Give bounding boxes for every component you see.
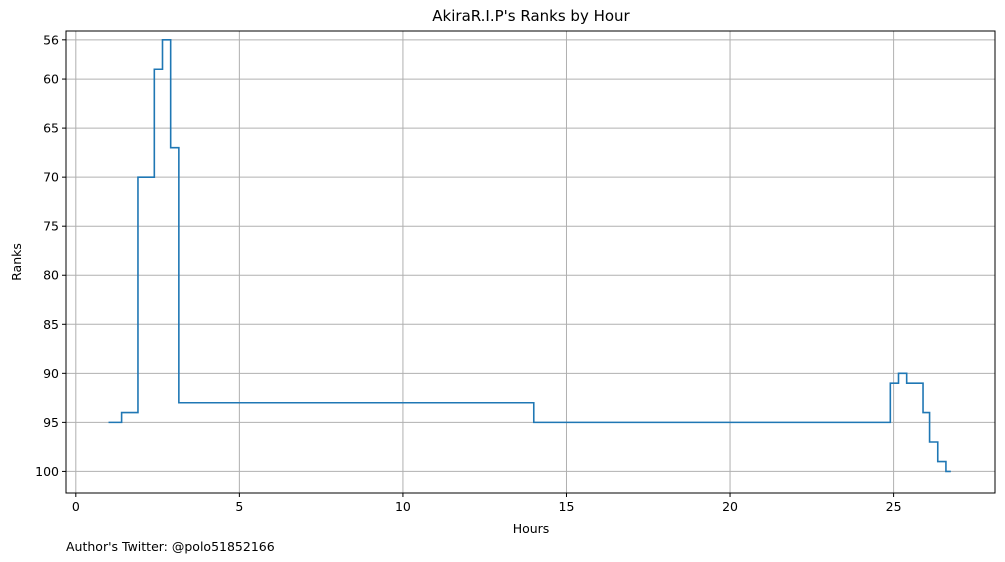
grid	[66, 31, 995, 493]
x-axis-label: Hours	[513, 521, 550, 536]
x-tick-label: 15	[559, 499, 575, 514]
y-tick-label: 80	[43, 268, 59, 283]
x-tick-label: 0	[72, 499, 80, 514]
chart-title: AkiraR.I.P's Ranks by Hour	[432, 7, 630, 25]
y-tick-label: 90	[43, 366, 59, 381]
y-tick-label: 100	[35, 464, 59, 479]
y-tick-label: 60	[43, 72, 59, 87]
x-tick-label: 5	[235, 499, 243, 514]
author-footer: Author's Twitter: @polo51852166	[66, 539, 275, 554]
y-tick-label: 56	[43, 32, 59, 47]
x-tick-label: 25	[886, 499, 902, 514]
series-group	[108, 39, 951, 473]
y-tick-label: 75	[43, 219, 59, 234]
x-axis: 0 5 10 15 20 25	[72, 493, 902, 514]
y-tick-label: 65	[43, 121, 59, 136]
y-tick-label: 95	[43, 415, 59, 430]
x-tick-label: 10	[395, 499, 411, 514]
plot-frame	[65, 30, 996, 494]
y-axis-label: Ranks	[9, 243, 24, 281]
y-axis: 56 60 65 70 75 80 85 90 95 100	[35, 32, 66, 479]
y-tick-label: 70	[43, 170, 59, 185]
rank-step-line	[108, 39, 951, 473]
x-tick-label: 20	[722, 499, 738, 514]
y-tick-label: 85	[43, 317, 59, 332]
